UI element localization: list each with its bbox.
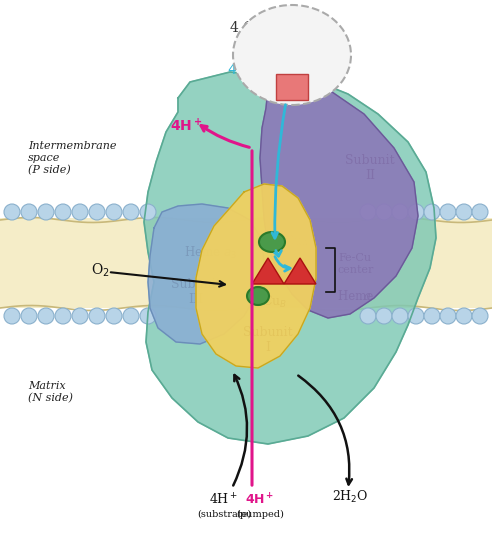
Circle shape: [55, 204, 71, 220]
Text: $4e^-$: $4e^-$: [227, 63, 256, 77]
Circle shape: [392, 204, 408, 220]
Text: c: c: [274, 21, 282, 35]
Circle shape: [140, 204, 156, 220]
Circle shape: [21, 308, 37, 324]
Circle shape: [55, 308, 71, 324]
Ellipse shape: [233, 5, 351, 105]
Circle shape: [140, 308, 156, 324]
Text: Heme $a_3$: Heme $a_3$: [184, 245, 237, 261]
Text: 2H$_2$O: 2H$_2$O: [332, 489, 368, 505]
Text: $\mathbf{4H^+}$: $\mathbf{4H^+}$: [170, 118, 202, 135]
Circle shape: [123, 308, 139, 324]
Polygon shape: [260, 82, 418, 318]
Ellipse shape: [247, 287, 269, 305]
Polygon shape: [144, 72, 436, 444]
Circle shape: [21, 204, 37, 220]
Circle shape: [106, 308, 122, 324]
Circle shape: [376, 204, 392, 220]
Circle shape: [4, 204, 20, 220]
Text: Matrix
(N side): Matrix (N side): [28, 381, 73, 403]
Circle shape: [456, 308, 472, 324]
Circle shape: [392, 308, 408, 324]
Text: (substrate): (substrate): [197, 509, 251, 518]
Circle shape: [360, 308, 376, 324]
Text: Subunit
III: Subunit III: [171, 278, 221, 306]
Circle shape: [472, 204, 488, 220]
Ellipse shape: [259, 232, 285, 252]
Circle shape: [408, 204, 424, 220]
Circle shape: [424, 308, 440, 324]
Circle shape: [106, 204, 122, 220]
Text: Subunit
I: Subunit I: [243, 326, 293, 354]
Polygon shape: [148, 204, 264, 344]
FancyBboxPatch shape: [276, 74, 308, 100]
Circle shape: [72, 308, 88, 324]
Text: a: a: [364, 289, 371, 302]
Polygon shape: [196, 184, 316, 368]
Text: Subunit
II: Subunit II: [345, 154, 395, 182]
Circle shape: [424, 204, 440, 220]
Polygon shape: [252, 258, 284, 284]
Text: (pumped): (pumped): [236, 509, 284, 518]
Circle shape: [89, 204, 105, 220]
Circle shape: [360, 204, 376, 220]
Text: Fe-Cu
center: Fe-Cu center: [338, 253, 374, 275]
Text: Cu$_B$: Cu$_B$: [262, 294, 287, 310]
Text: 4 Cyt: 4 Cyt: [230, 21, 272, 35]
Text: $\mathbf{4H^+}$: $\mathbf{4H^+}$: [246, 492, 275, 508]
Circle shape: [472, 308, 488, 324]
Circle shape: [38, 204, 54, 220]
Text: O$_2$: O$_2$: [91, 261, 109, 279]
Circle shape: [4, 308, 20, 324]
Text: 4H$^+$: 4H$^+$: [210, 492, 239, 508]
Circle shape: [440, 204, 456, 220]
Circle shape: [456, 204, 472, 220]
Text: Heme: Heme: [338, 289, 377, 302]
Circle shape: [123, 204, 139, 220]
Text: Intermembrane
space
(P side): Intermembrane space (P side): [28, 141, 117, 175]
Circle shape: [89, 308, 105, 324]
Circle shape: [440, 308, 456, 324]
Circle shape: [376, 308, 392, 324]
Circle shape: [38, 308, 54, 324]
Polygon shape: [284, 258, 316, 284]
Circle shape: [408, 308, 424, 324]
Circle shape: [72, 204, 88, 220]
Text: Cu$_A$: Cu$_A$: [284, 234, 309, 250]
FancyBboxPatch shape: [0, 218, 492, 308]
